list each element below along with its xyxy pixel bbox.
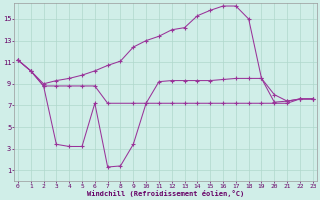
X-axis label: Windchill (Refroidissement éolien,°C): Windchill (Refroidissement éolien,°C) [87, 190, 244, 197]
